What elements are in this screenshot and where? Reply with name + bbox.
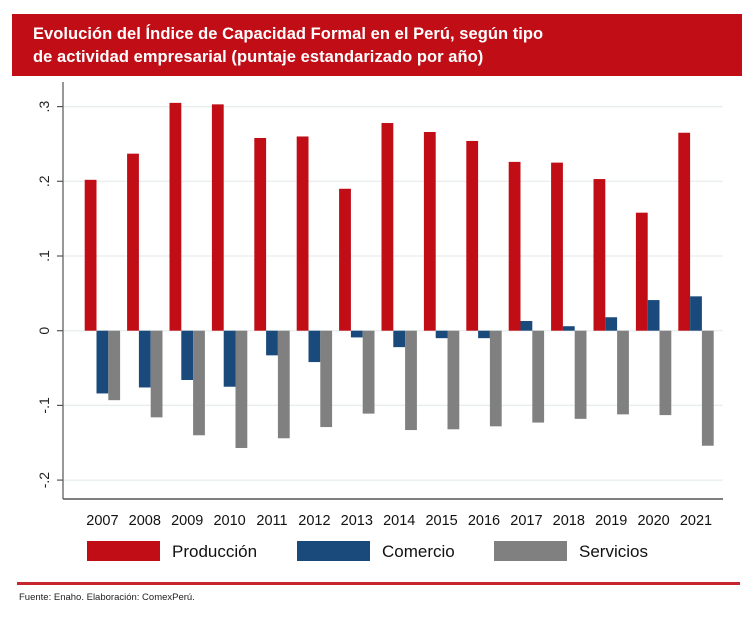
bar-comercio-2021 [690, 296, 702, 331]
y-tick-label: .1 [36, 250, 52, 262]
legend-label: Producción [172, 542, 257, 561]
bar-comercio-2015 [435, 330, 448, 339]
bar-produccin-2017 [508, 161, 521, 331]
bar-chart: -.2-.10.1.3.2 2007 2008 2009 2010 2011 2012 20… [36, 82, 723, 561]
bars [84, 102, 714, 448]
bar-servicios-2014 [405, 330, 417, 431]
bar-produccin-2012 [296, 136, 309, 331]
legend-label: Servicios [579, 542, 648, 561]
bar-servicios-2013 [362, 330, 375, 414]
x-tick-label: 2016 [468, 513, 500, 529]
x-axis-labels: 2007 2008 2009 2010 2011 2012 2013 2014 2015 2016… [86, 513, 712, 529]
bar-produccin-2015 [423, 131, 436, 331]
x-tick-label: 2008 [129, 513, 161, 529]
bar-comercio-2008 [138, 330, 151, 388]
bar-comercio-2020 [647, 300, 660, 331]
bar-produccin-2011 [254, 137, 267, 331]
x-tick-label: 2019 [595, 513, 627, 529]
y-tick-label: -.2 [36, 472, 52, 489]
bar-comercio-2007 [96, 330, 109, 394]
bar-comercio-2019 [605, 317, 618, 331]
bar-produccin-2019 [593, 179, 606, 331]
x-tick-label: 2017 [510, 513, 542, 529]
chart-title-line-2: de actividad empresarial (puntaje estand… [33, 48, 484, 66]
bar-servicios-2016 [489, 330, 502, 427]
bar-servicios-2020 [659, 330, 672, 416]
title-banner: Evolución del Índice de Capacidad Formal… [12, 14, 742, 76]
bar-comercio-2014 [393, 330, 406, 348]
x-tick-label: 2018 [553, 513, 585, 529]
bar-produccin-2010 [211, 104, 224, 331]
x-tick-label: 2010 [213, 513, 245, 529]
x-tick-label: 2007 [86, 513, 118, 529]
bar-servicios-2021 [701, 330, 714, 446]
bar-comercio-2016 [478, 330, 490, 339]
chart-title-line-1: Evolución del Índice de Capacidad Formal… [33, 25, 544, 43]
y-axis-ticks: -.2 -.1 0 .1 .3 .2 [36, 101, 63, 489]
bar-servicios-2009 [193, 330, 205, 436]
bar-servicios-2017 [532, 330, 545, 423]
bar-servicios-2012 [320, 330, 333, 428]
bar-produccin-2008 [127, 153, 139, 331]
bar-comercio-2011 [266, 330, 278, 356]
y-tick-label: -.1 [36, 397, 52, 414]
bar-produccin-2009 [169, 102, 182, 331]
bar-servicios-2010 [235, 330, 248, 448]
bar-produccin-2007 [84, 179, 97, 331]
x-tick-label: 2012 [298, 513, 330, 529]
legend: Producción Comercio Servicios [87, 541, 648, 561]
bar-servicios-2011 [277, 330, 290, 439]
bar-servicios-2015 [447, 330, 460, 430]
x-tick-label: 2014 [383, 513, 415, 529]
bar-comercio-2012 [308, 330, 321, 363]
x-tick-label: 2009 [171, 513, 203, 529]
x-tick-label: 2021 [680, 513, 712, 529]
bar-servicios-2019 [617, 330, 629, 415]
legend-swatch-produccin [87, 541, 160, 561]
bar-servicios-2007 [108, 330, 121, 401]
bar-comercio-2013 [350, 330, 363, 338]
y-tick-label: 0 [36, 327, 52, 335]
source-note: Fuente: Enaho. Elaboración: ComexPerú. [19, 592, 195, 603]
bar-produccin-2013 [339, 188, 351, 331]
bar-produccin-2018 [551, 162, 563, 331]
x-tick-label: 2015 [425, 513, 457, 529]
y-tick-label: .3 [36, 101, 52, 113]
bar-comercio-2018 [562, 326, 575, 331]
legend-swatch-servicios [494, 541, 567, 561]
bar-servicios-2018 [574, 330, 587, 419]
bar-comercio-2009 [181, 330, 194, 381]
bar-comercio-2017 [520, 320, 533, 331]
y-tick-label: .2 [36, 175, 52, 187]
bar-comercio-2010 [223, 330, 236, 387]
bar-produccin-2016 [466, 140, 479, 331]
legend-swatch-comercio [297, 541, 370, 561]
bar-servicios-2008 [150, 330, 163, 418]
x-tick-label: 2011 [256, 513, 287, 529]
footer-divider [17, 582, 740, 585]
x-tick-label: 2013 [341, 513, 373, 529]
x-tick-label: 2020 [637, 513, 669, 529]
bar-produccin-2021 [678, 132, 691, 331]
legend-label: Comercio [382, 542, 455, 561]
bar-produccin-2014 [381, 123, 394, 331]
bar-produccin-2020 [635, 212, 648, 331]
axes [62, 82, 723, 500]
